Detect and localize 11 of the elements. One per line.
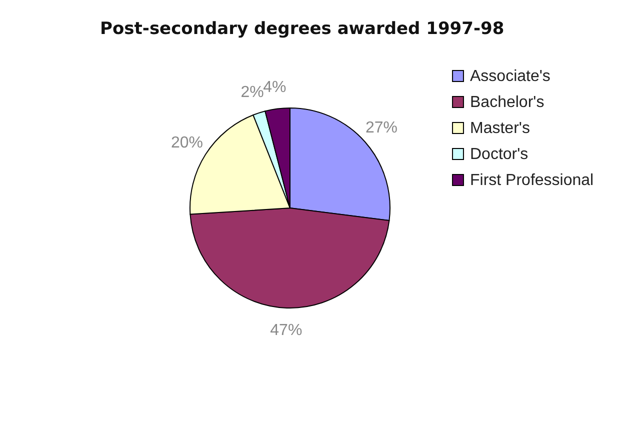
legend-label: Doctor's xyxy=(470,146,528,163)
data-label: 20% xyxy=(170,134,204,152)
chart-title: Post-secondary degrees awarded 1997-98 xyxy=(100,19,504,39)
legend-label: Master's xyxy=(470,120,530,137)
legend-label: First Professional xyxy=(470,172,594,189)
data-label: 2% xyxy=(240,84,264,101)
data-label: 47% xyxy=(270,322,302,339)
data-label: 27% xyxy=(366,119,398,136)
data-label: 4% xyxy=(263,78,286,96)
legend-label: Associate's xyxy=(470,68,550,85)
legend-label: Bachelor's xyxy=(470,94,544,111)
